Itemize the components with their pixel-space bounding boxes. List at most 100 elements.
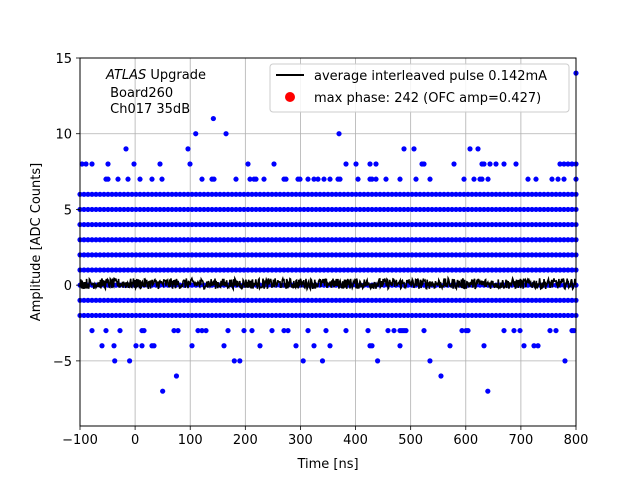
sample-point — [429, 237, 435, 243]
sample-point — [169, 237, 175, 243]
sample-point — [261, 191, 267, 197]
sample-point — [417, 252, 423, 258]
sample-point — [105, 221, 111, 228]
sample-point — [305, 221, 311, 228]
sample-point — [405, 221, 411, 228]
sample-point — [427, 176, 433, 182]
sample-point — [237, 191, 243, 197]
sample-point — [109, 237, 115, 243]
sample-point — [353, 312, 359, 319]
sample-point — [465, 237, 471, 243]
sample-point — [545, 221, 551, 228]
sample-point — [517, 221, 523, 228]
sample-point — [329, 297, 335, 303]
sample-point — [449, 206, 455, 213]
sample-point — [475, 146, 481, 152]
sample-point — [349, 312, 355, 319]
sample-point — [357, 191, 363, 197]
sample-point — [173, 267, 179, 273]
sample-point — [565, 206, 571, 213]
sample-point — [173, 312, 179, 319]
sample-point — [465, 267, 471, 273]
sample-point — [461, 312, 467, 319]
sample-point — [553, 237, 559, 243]
sample-point — [157, 297, 163, 303]
sample-point — [209, 252, 215, 258]
sample-point — [205, 252, 211, 258]
sample-point — [173, 297, 179, 303]
sample-point — [257, 297, 263, 303]
sample-point — [457, 252, 463, 258]
sample-point — [313, 252, 319, 258]
sample-point — [105, 267, 111, 273]
x-tick-label: 300 — [288, 433, 313, 448]
sample-point — [141, 267, 147, 273]
sample-point — [501, 312, 507, 319]
sample-point — [369, 267, 375, 273]
sample-point — [137, 206, 143, 213]
sample-point — [569, 191, 575, 197]
sample-point — [425, 297, 431, 303]
sample-point — [269, 221, 275, 228]
sample-point — [225, 221, 231, 228]
sample-point — [529, 312, 535, 319]
sample-point — [269, 297, 275, 303]
sample-point — [383, 176, 389, 182]
sample-point — [469, 237, 475, 243]
sample-point — [537, 267, 543, 273]
sample-point — [269, 327, 275, 334]
sample-point — [449, 221, 455, 228]
sample-point — [213, 252, 219, 258]
sample-point — [557, 312, 563, 319]
sample-point — [553, 252, 559, 258]
sample-point — [469, 191, 475, 197]
sample-point — [451, 161, 457, 167]
sample-point — [225, 312, 231, 319]
sample-point — [301, 191, 307, 197]
sample-point — [125, 297, 131, 303]
sample-point — [149, 206, 155, 213]
sample-point — [85, 221, 91, 228]
sample-point — [199, 176, 205, 182]
sample-point — [233, 191, 239, 197]
sample-point — [369, 221, 375, 228]
sample-point — [485, 206, 491, 213]
sample-point — [569, 267, 575, 273]
sample-point — [341, 191, 347, 197]
sample-point — [373, 252, 379, 258]
sample-point — [337, 237, 343, 243]
sample-point — [389, 237, 395, 243]
sample-point — [457, 191, 463, 197]
sample-point — [357, 252, 363, 258]
sample-point — [109, 206, 115, 213]
sample-point — [549, 267, 555, 273]
sample-point — [511, 327, 517, 334]
sample-point — [157, 221, 163, 228]
sample-point — [501, 191, 507, 197]
x-tick-label: 700 — [508, 433, 533, 448]
sample-point — [449, 252, 455, 258]
sample-point — [509, 221, 515, 228]
sample-point — [197, 221, 203, 228]
sample-point — [141, 312, 147, 319]
sample-point — [409, 206, 415, 213]
sample-point — [253, 206, 259, 213]
y-tick-label: 0 — [64, 279, 72, 294]
sample-point — [333, 206, 339, 213]
sample-point — [521, 297, 527, 303]
sample-point — [93, 206, 99, 213]
sample-point — [457, 221, 463, 228]
sample-point — [233, 206, 239, 213]
sample-point — [133, 267, 139, 273]
sample-point — [209, 297, 215, 303]
sample-point — [221, 221, 227, 228]
sample-point — [437, 206, 443, 213]
x-tick-label: −100 — [62, 433, 98, 448]
sample-point — [97, 206, 103, 213]
sample-point — [465, 206, 471, 213]
sample-point — [173, 191, 179, 197]
sample-point — [285, 327, 291, 334]
sample-point — [393, 206, 399, 213]
sample-point — [505, 191, 511, 197]
sample-point — [185, 206, 191, 213]
